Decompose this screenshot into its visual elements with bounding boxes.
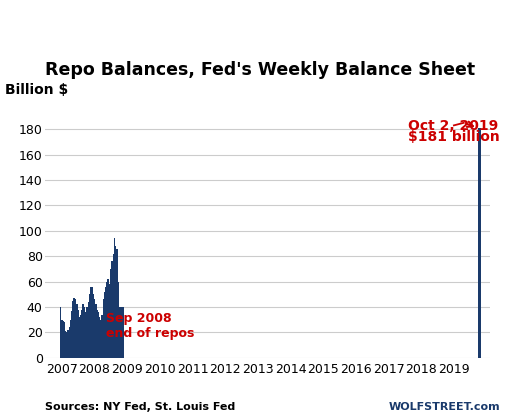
Bar: [115, 246, 117, 358]
Bar: [97, 312, 99, 358]
Bar: [79, 317, 80, 358]
Bar: [109, 284, 110, 358]
Bar: [73, 301, 74, 358]
Bar: [105, 287, 107, 358]
Bar: [118, 282, 119, 358]
Text: Billion $: Billion $: [6, 83, 69, 97]
Bar: [67, 330, 69, 358]
Bar: [66, 332, 68, 358]
Text: $181 billion: $181 billion: [408, 131, 500, 144]
Bar: [62, 321, 64, 358]
Bar: [122, 307, 123, 358]
Text: Oct 2, 2019: Oct 2, 2019: [408, 119, 498, 133]
Bar: [114, 238, 116, 358]
Bar: [84, 307, 85, 358]
Bar: [92, 294, 94, 358]
Bar: [82, 305, 84, 358]
Text: WOLFSTREET.com: WOLFSTREET.com: [388, 402, 500, 412]
Text: Sep 2008
end of repos: Sep 2008 end of repos: [106, 312, 194, 340]
Bar: [81, 310, 83, 358]
Bar: [65, 331, 67, 358]
Bar: [87, 302, 89, 358]
Bar: [90, 287, 91, 358]
Bar: [76, 305, 78, 358]
Bar: [113, 254, 114, 358]
Bar: [86, 307, 88, 358]
Bar: [119, 307, 120, 358]
Text: Repo Balances, Fed's Weekly Balance Sheet: Repo Balances, Fed's Weekly Balance Shee…: [45, 61, 476, 79]
Bar: [69, 327, 70, 358]
Bar: [120, 307, 122, 358]
Bar: [108, 279, 109, 358]
Bar: [478, 128, 481, 358]
Bar: [70, 319, 71, 358]
Bar: [101, 314, 103, 358]
Bar: [89, 294, 90, 358]
Bar: [80, 314, 81, 358]
Bar: [96, 310, 98, 358]
Bar: [73, 298, 75, 358]
Bar: [77, 310, 79, 358]
Bar: [98, 317, 100, 358]
Bar: [103, 300, 104, 358]
Text: Sources: NY Fed, St. Louis Fed: Sources: NY Fed, St. Louis Fed: [45, 402, 236, 412]
Bar: [104, 292, 106, 358]
Bar: [61, 319, 63, 358]
Bar: [60, 307, 61, 358]
Bar: [116, 248, 118, 358]
Bar: [94, 300, 95, 358]
Bar: [110, 269, 112, 358]
Bar: [71, 311, 73, 358]
Bar: [123, 307, 124, 358]
Bar: [100, 319, 102, 358]
Bar: [85, 312, 86, 358]
Bar: [91, 287, 92, 358]
Bar: [106, 282, 108, 358]
Bar: [112, 261, 113, 358]
Bar: [95, 305, 96, 358]
Bar: [64, 322, 65, 358]
Bar: [75, 300, 76, 358]
